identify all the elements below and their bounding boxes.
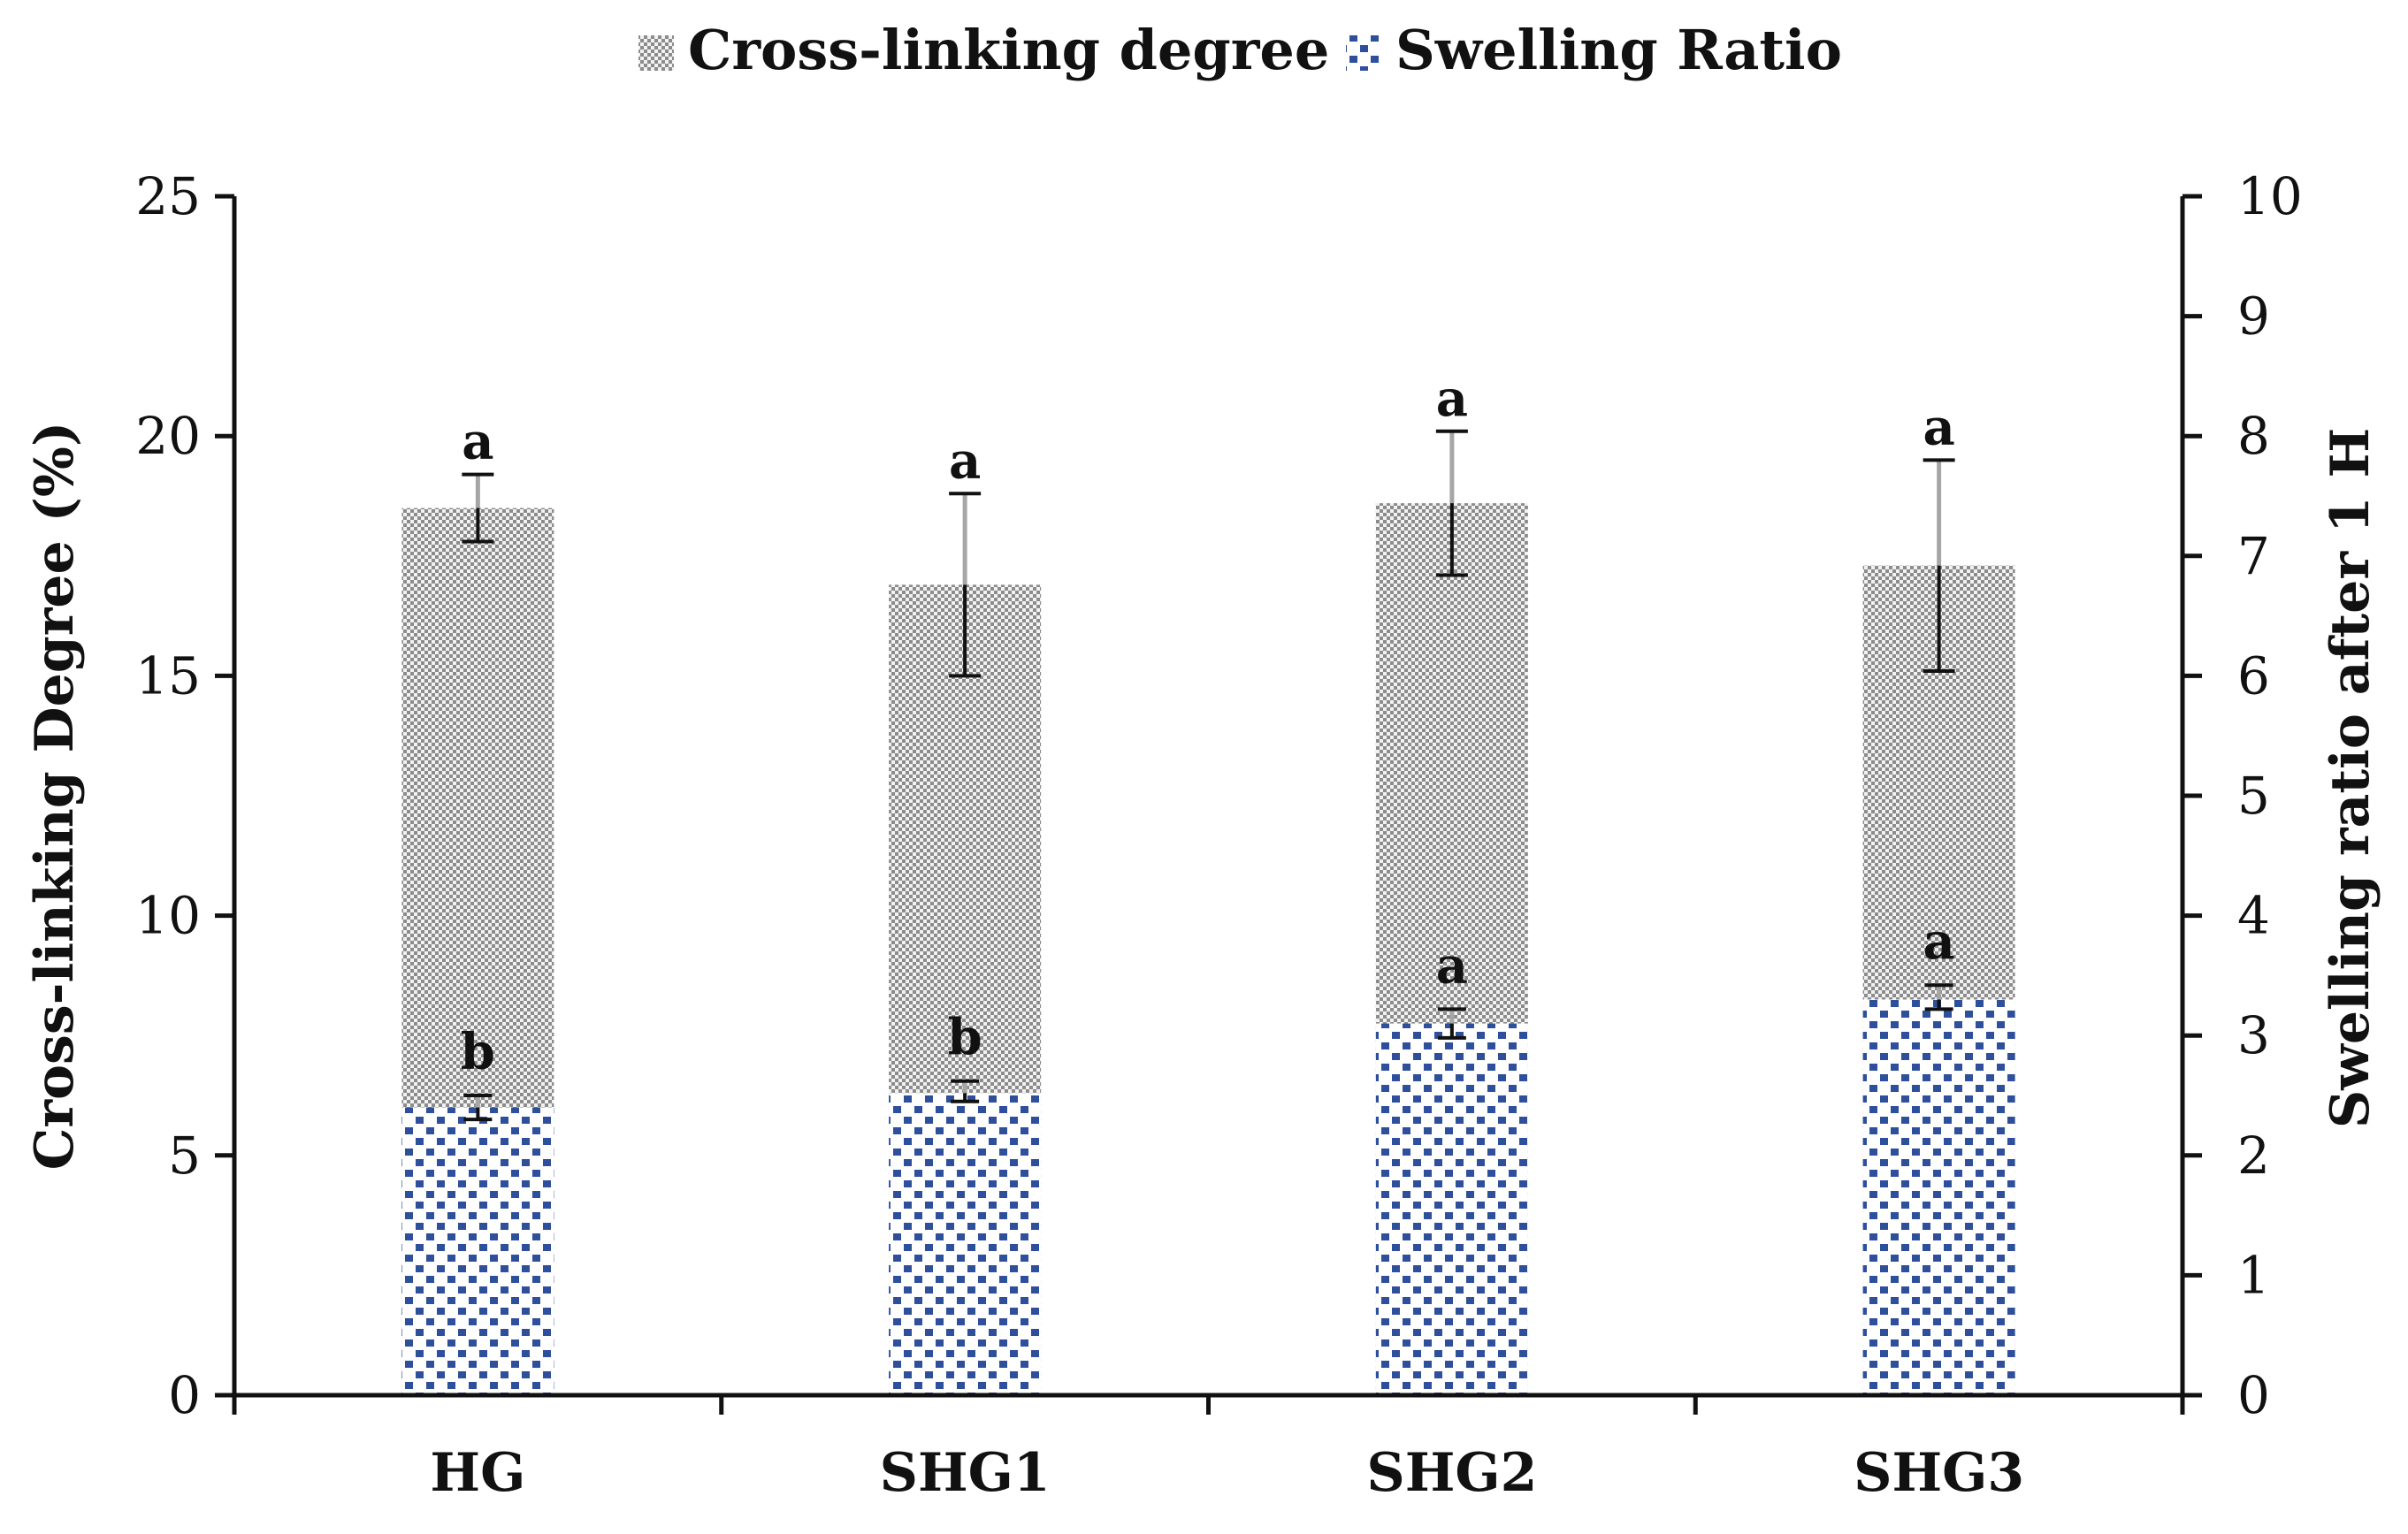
series-swelling	[401, 999, 2015, 1395]
legend-label-cross-linking: Cross-linking degree	[688, 18, 1329, 82]
legend: Cross-linking degree Swelling Ratio	[638, 18, 1842, 82]
right-tick-label: 6	[2237, 645, 2270, 706]
y-axis-title: Cross-linking Degree (%)	[24, 422, 86, 1171]
sig-letter-cross-linking: a	[1436, 370, 1468, 428]
right-tick-label: 5	[2237, 766, 2270, 826]
right-tick-label: 10	[2237, 166, 2303, 226]
x-tick-label: SHG2	[1366, 1442, 1537, 1504]
bar-swelling[interactable]	[401, 1107, 554, 1395]
right-axis-ticks: 0 1 2 3 4 5 6 7 8 9 10	[2182, 166, 2303, 1425]
bar-swelling[interactable]	[1375, 1023, 1528, 1395]
error-bars	[462, 429, 1955, 1122]
left-tick-label: 20	[135, 406, 201, 466]
left-tick-label: 15	[135, 645, 201, 706]
left-axis-ticks: 0 5 10 15 20 25	[135, 166, 234, 1425]
right-tick-label: 1	[2237, 1245, 2270, 1305]
x-tick-label: SHG3	[1854, 1442, 2024, 1504]
right-tick-label: 4	[2237, 886, 2270, 946]
y2-axis-title: Swelling ratio after 1 H	[2320, 428, 2381, 1128]
right-tick-label: 7	[2237, 526, 2270, 586]
sig-letter-cross-linking: a	[1923, 398, 1954, 456]
left-tick-label: 25	[135, 166, 201, 226]
x-axis-ticks: HG SHG1 SHG2 SHG3	[232, 1395, 2185, 1504]
legend-swatch-swelling	[1346, 35, 1381, 71]
axes: 0 5 10 15 20 25 0 1 2 3 4 5 6 7 8 9 10 HG SHG1 SHG2 SHG3	[135, 166, 2303, 1504]
bar-swelling[interactable]	[889, 1093, 1042, 1395]
x-tick-label: SHG1	[880, 1442, 1051, 1504]
sig-letter-cross-linking: a	[462, 413, 493, 471]
sig-letter-swelling: a	[1436, 936, 1468, 995]
right-tick-label: 9	[2237, 286, 2270, 347]
legend-item-swelling[interactable]: Swelling Ratio	[1346, 18, 1842, 82]
bar-swelling[interactable]	[1862, 999, 2015, 1395]
sig-letter-swelling: a	[1923, 912, 1954, 971]
legend-item-cross-linking[interactable]: Cross-linking degree	[638, 18, 1329, 82]
right-tick-label: 8	[2237, 406, 2270, 466]
legend-label-swelling: Swelling Ratio	[1395, 18, 1842, 82]
sig-letter-swelling: b	[461, 1023, 495, 1081]
right-tick-label: 0	[2237, 1365, 2270, 1425]
sig-letter-cross-linking: a	[949, 431, 981, 490]
sig-letter-swelling: b	[948, 1009, 982, 1067]
right-tick-label: 3	[2237, 1005, 2270, 1065]
left-tick-label: 10	[135, 886, 201, 946]
x-tick-label: HG	[430, 1442, 525, 1504]
legend-swatch-cross-linking	[638, 35, 674, 71]
left-tick-label: 0	[168, 1365, 201, 1425]
left-tick-label: 5	[168, 1126, 201, 1186]
series-cross-linking	[401, 503, 2015, 1395]
right-tick-label: 2	[2237, 1126, 2270, 1186]
significance-letters: a b a b a a a a	[461, 370, 1955, 1081]
